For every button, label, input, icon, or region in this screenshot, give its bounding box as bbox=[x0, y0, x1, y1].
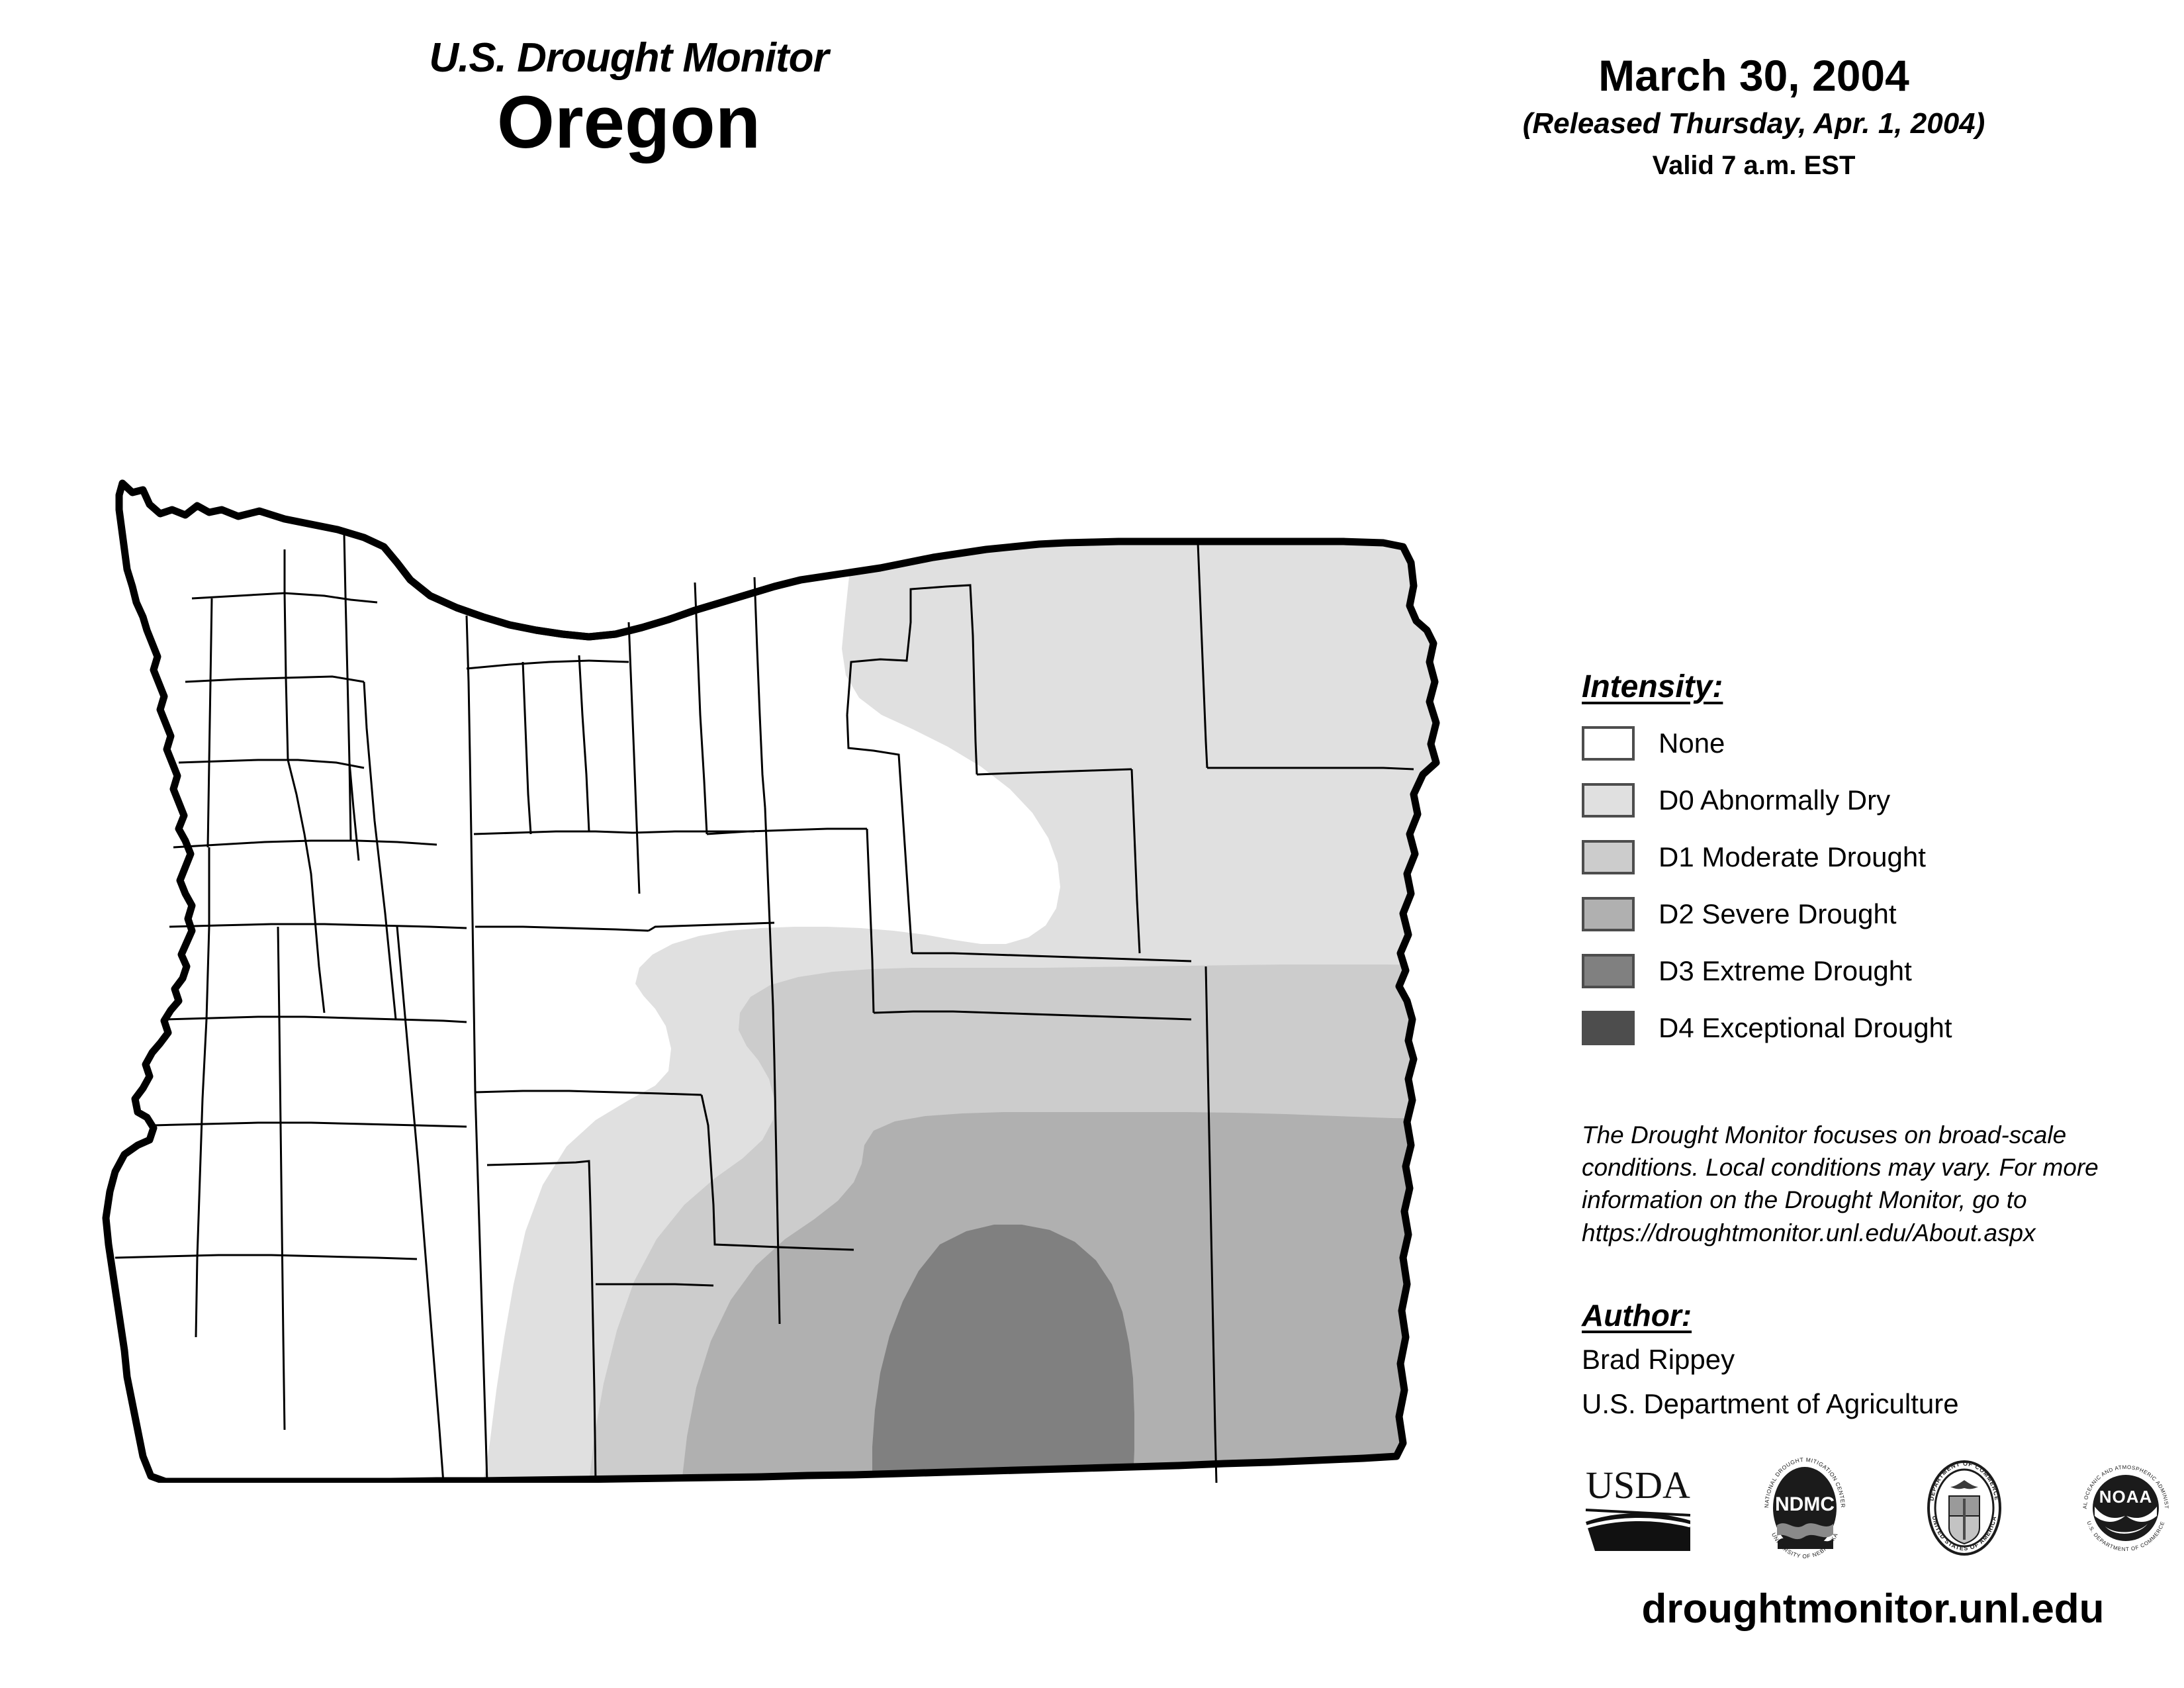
issue-date: March 30, 2004 bbox=[1598, 51, 1909, 100]
doc-logo: DEPARTMENT OF COMMERCE UNITED STATES OF … bbox=[1915, 1455, 2014, 1564]
drought-area-d3 bbox=[872, 1225, 1134, 1481]
page-title: U.S. Drought Monitor bbox=[429, 35, 829, 81]
legend-swatch-none bbox=[1582, 726, 1635, 761]
valid-time: Valid 7 a.m. EST bbox=[1652, 150, 1856, 180]
svg-text:NOAA: NOAA bbox=[2099, 1487, 2153, 1507]
legend-label-d1: D1 Moderate Drought bbox=[1659, 841, 1926, 872]
author-name: Brad Rippey bbox=[1582, 1344, 1735, 1375]
ndmc-logo: NDMC NATIONAL DROUGHT MITIGATION CENTER … bbox=[1755, 1455, 1854, 1564]
legend-label-d2: D2 Severe Drought bbox=[1659, 898, 1897, 929]
svg-text:USDA: USDA bbox=[1586, 1464, 1690, 1507]
disclaimer-text: The Drought Monitor focuses on broad-sca… bbox=[1582, 1121, 2099, 1246]
agency-logos: USDA NDMC NATIONAL DROUGHT MITIGATION CE… bbox=[1582, 1450, 2177, 1569]
noaa-logo: NOAA NATIONAL OCEANIC AND ATMOSPHERIC AD… bbox=[2073, 1450, 2177, 1564]
usda-logo: USDA bbox=[1582, 1458, 1694, 1561]
legend-row-d1: D1 Moderate Drought bbox=[1582, 833, 2164, 881]
legend-row-none: None bbox=[1582, 720, 2164, 767]
legend-swatch-d4 bbox=[1582, 1011, 1635, 1045]
legend-row-d4: D4 Exceptional Drought bbox=[1582, 1004, 2164, 1052]
columbia-river-border bbox=[381, 544, 802, 641]
legend: Intensity: None D0 Abnormally Dry D1 Mod… bbox=[1582, 669, 2164, 1061]
author-affiliation: U.S. Department of Agriculture bbox=[1582, 1388, 1959, 1420]
legend-row-d3: D3 Extreme Drought bbox=[1582, 947, 2164, 995]
legend-label-none: None bbox=[1659, 727, 1725, 759]
county-boundaries bbox=[114, 533, 1414, 1483]
release-date: (Released Thursday, Apr. 1, 2004) bbox=[1522, 107, 1985, 140]
legend-swatch-d1 bbox=[1582, 840, 1635, 874]
legend-title: Intensity: bbox=[1582, 669, 1723, 704]
date-block: March 30, 2004 (Released Thursday, Apr. … bbox=[1410, 51, 2098, 180]
title-block: U.S. Drought Monitor Oregon bbox=[199, 36, 1059, 162]
legend-swatch-d2 bbox=[1582, 897, 1635, 931]
legend-row-d2: D2 Severe Drought bbox=[1582, 890, 2164, 938]
legend-label-d4: D4 Exceptional Drought bbox=[1659, 1012, 1952, 1043]
legend-label-d3: D3 Extreme Drought bbox=[1659, 955, 1912, 986]
author-block: Author: Brad Rippey U.S. Department of A… bbox=[1582, 1297, 2177, 1423]
legend-row-d0: D0 Abnormally Dry bbox=[1582, 776, 2164, 824]
state-title: Oregon bbox=[496, 81, 761, 164]
svg-text:NDMC: NDMC bbox=[1775, 1493, 1835, 1515]
legend-swatch-d3 bbox=[1582, 954, 1635, 988]
author-heading: Author: bbox=[1582, 1298, 1692, 1333]
legend-swatch-d0 bbox=[1582, 783, 1635, 818]
footer-url[interactable]: droughtmonitor.unl.edu bbox=[1641, 1586, 2105, 1632]
drought-map bbox=[86, 463, 1469, 1483]
legend-label-d0: D0 Abnormally Dry bbox=[1659, 784, 1891, 816]
